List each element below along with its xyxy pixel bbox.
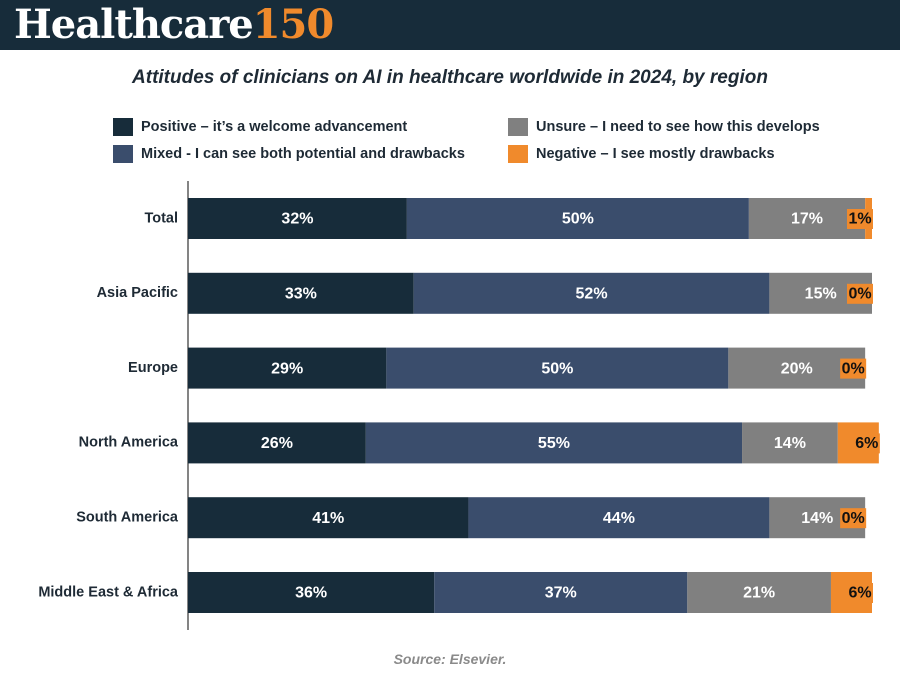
data-label-south-america-positive: 41% — [312, 510, 344, 527]
bar-south-america-mixed — [468, 497, 770, 539]
bar-middle-east-africa-positive — [188, 572, 435, 613]
legend-label-positive: Positive – it’s a welcome advancement — [141, 119, 408, 135]
legend-item-positive: Positive – it’s a welcome advancement — [113, 117, 407, 137]
data-label-total-positive: 32% — [281, 211, 313, 228]
legend-label-mixed: Mixed - I can see both potential and dra… — [141, 146, 465, 162]
legend-item-mixed: Mixed - I can see both potential and dra… — [113, 144, 465, 164]
chart-title: Attitudes of clinicians on AI in healthc… — [132, 67, 768, 88]
data-label-asia-pacific-unsure: 15% — [805, 286, 837, 303]
data-label-middle-east-africa-mixed: 37% — [545, 585, 577, 602]
category-label-europe: Europe — [128, 360, 178, 376]
bar-asia-pacific-positive — [188, 272, 414, 314]
category-label-asia-pacific: Asia Pacific — [97, 285, 178, 301]
data-label-europe-mixed: 50% — [541, 360, 573, 377]
brand-word: Healthcare — [14, 1, 254, 48]
data-label-south-america-negative: 0% — [842, 510, 865, 527]
bar-europe-positive — [188, 347, 387, 389]
data-label-tag-europe — [840, 358, 867, 379]
data-label-tag-asia-pacific — [847, 283, 873, 304]
bar-north-america-unsure — [742, 422, 838, 464]
bar-south-america-positive — [188, 497, 469, 539]
data-label-asia-pacific-negative: 0% — [848, 286, 871, 303]
legend-swatch-positive — [113, 118, 133, 136]
header-bar: Healthcare150 — [0, 0, 900, 50]
data-label-europe-positive: 29% — [271, 360, 303, 377]
category-label-south-america: South America — [76, 510, 179, 526]
category-label-north-america: North America — [79, 435, 179, 451]
bar-total-mixed — [406, 198, 749, 239]
legend-swatch-negative — [508, 145, 528, 163]
data-label-middle-east-africa-negative: 6% — [848, 585, 871, 602]
brand-logo: Healthcare150 — [14, 1, 334, 48]
legend-label-unsure: Unsure – I need to see how this develops — [536, 119, 820, 135]
bar-europe-mixed — [386, 347, 729, 389]
bar-asia-pacific-mixed — [413, 272, 770, 314]
data-label-total-mixed: 50% — [562, 211, 594, 228]
bar-middle-east-africa-mixed — [434, 572, 688, 613]
data-label-total-negative: 1% — [848, 211, 871, 228]
category-label-middle-east-africa: Middle East & Africa — [38, 584, 179, 600]
data-label-tag-south-america — [840, 508, 867, 529]
data-label-tag-middle-east-africa — [847, 583, 873, 603]
legend-item-negative: Negative – I see mostly drawbacks — [508, 144, 775, 164]
data-label-tag-north-america — [853, 433, 880, 454]
data-label-middle-east-africa-unsure: 21% — [743, 585, 775, 602]
data-label-north-america-positive: 26% — [261, 435, 293, 452]
data-label-asia-pacific-positive: 33% — [285, 286, 317, 303]
bar-north-america-positive — [188, 422, 366, 464]
data-label-asia-pacific-mixed: 52% — [576, 286, 608, 303]
legend-swatch-mixed — [113, 145, 133, 163]
bar-north-america-mixed — [365, 422, 743, 464]
legend-swatch-unsure — [508, 118, 528, 136]
source-note: Source: Elsevier. — [393, 651, 507, 667]
category-label-total: Total — [144, 210, 178, 226]
data-label-north-america-negative: 6% — [855, 435, 878, 452]
data-label-north-america-unsure: 14% — [774, 435, 806, 452]
bar-middle-east-africa-unsure — [687, 572, 831, 613]
data-label-total-unsure: 17% — [791, 211, 823, 228]
data-label-tag-total — [847, 209, 873, 229]
legend-item-unsure: Unsure – I need to see how this develops — [508, 117, 820, 137]
data-label-south-america-unsure: 14% — [801, 510, 833, 527]
data-label-europe-negative: 0% — [842, 360, 865, 377]
data-label-middle-east-africa-positive: 36% — [295, 585, 327, 602]
brand-number: 150 — [252, 1, 334, 48]
data-label-north-america-mixed: 55% — [538, 435, 570, 452]
bar-total-unsure — [748, 198, 866, 239]
data-label-europe-unsure: 20% — [781, 360, 813, 377]
legend-label-negative: Negative – I see mostly drawbacks — [536, 146, 775, 162]
bar-total-positive — [188, 198, 407, 239]
data-label-south-america-mixed: 44% — [603, 510, 635, 527]
